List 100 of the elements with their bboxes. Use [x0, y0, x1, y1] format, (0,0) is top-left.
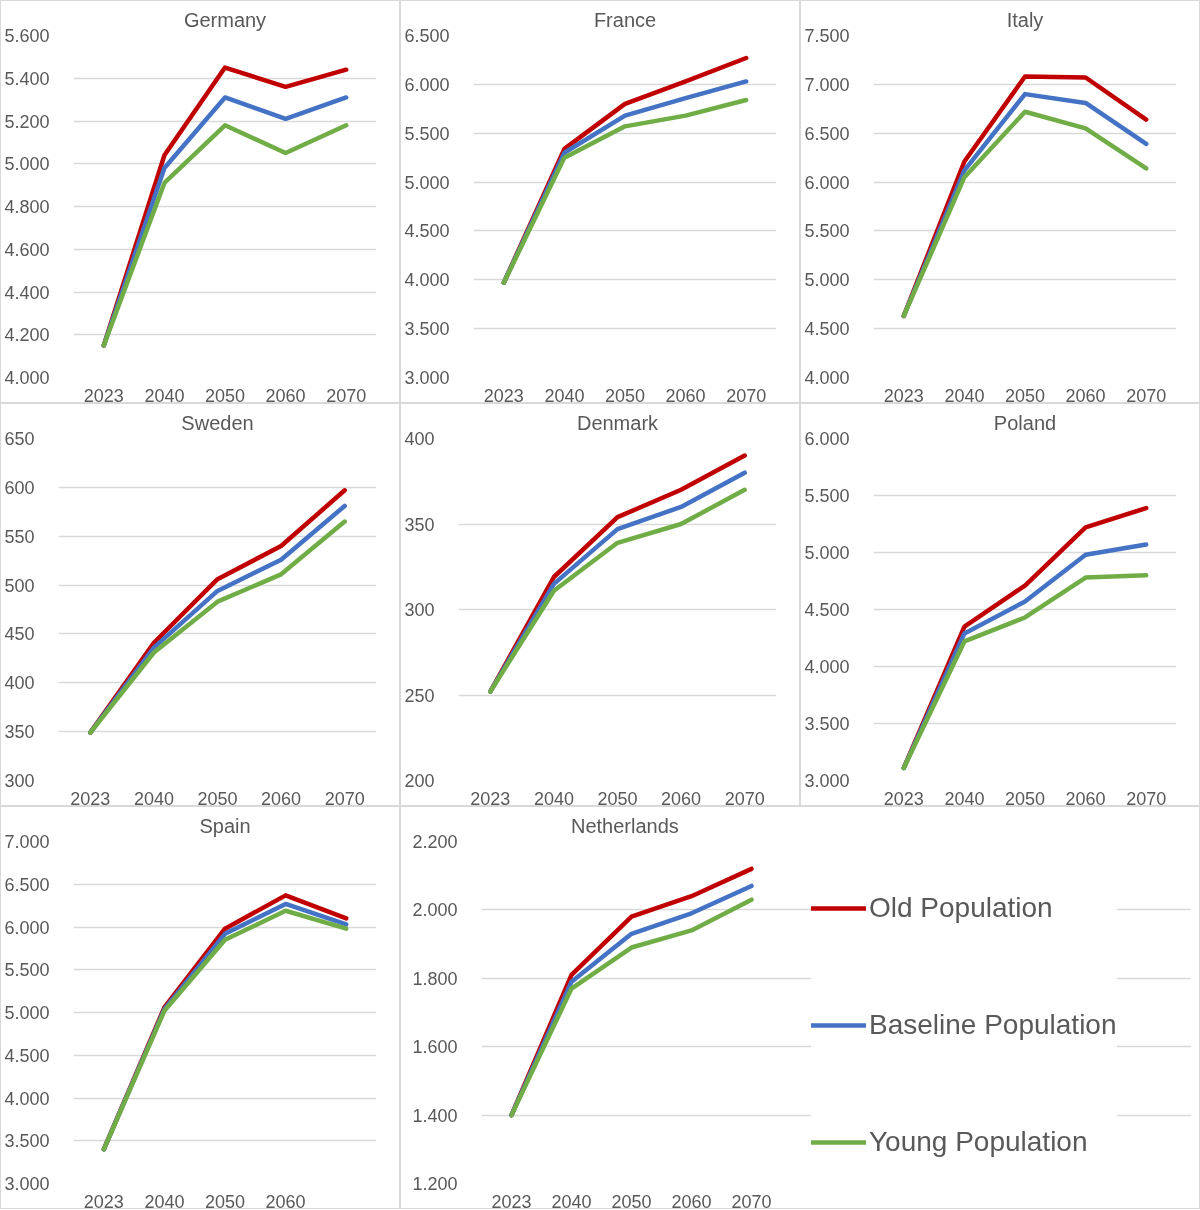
x-tick-label: 2023: [83, 385, 124, 406]
x-tick-label: 2060: [265, 385, 306, 406]
y-tick-label: 5.000: [404, 172, 450, 193]
y-tick-label: 4.400: [4, 282, 50, 303]
y-tick-label: 3.000: [404, 368, 450, 388]
y-tick-label: 6.000: [404, 74, 450, 95]
x-tick-label: 2040: [544, 385, 585, 406]
y-tick-label: 6.500: [4, 874, 50, 895]
x-tick-label: 2050: [604, 385, 646, 406]
y-tick-label: 1.800: [412, 968, 458, 989]
x-tick-label: 2060: [265, 1191, 306, 1210]
x-tick-label: 2050: [204, 385, 246, 406]
y-tick-label: 5.500: [404, 123, 450, 144]
y-tick-label: 4.500: [804, 600, 850, 620]
y-tick-label: 5.500: [804, 221, 850, 242]
x-tick-label: 2060: [661, 788, 702, 809]
y-tick-label: 6.500: [804, 123, 850, 144]
chart-title: France: [593, 8, 657, 31]
y-tick-label: 2.000: [412, 900, 458, 921]
y-tick-label: 3.500: [4, 1131, 50, 1152]
x-tick-label: 2050: [1004, 788, 1046, 809]
y-tick-label: 600: [4, 477, 35, 498]
x-tick-label: 2023: [470, 788, 511, 809]
y-tick-label: 6.000: [804, 172, 850, 193]
x-tick-label: 2040: [944, 788, 985, 809]
chart-title: Netherlands: [571, 814, 679, 837]
y-tick-label: 5.200: [4, 111, 50, 132]
y-tick-label: 4.600: [4, 239, 50, 260]
x-tick-label: 2040: [533, 788, 574, 809]
y-tick-label: 350: [4, 722, 35, 743]
x-tick-label: 2060: [671, 1191, 712, 1210]
y-tick-label: 250: [404, 685, 435, 706]
x-tick-label: 2040: [133, 788, 174, 809]
x-tick-label: 2040: [551, 1191, 592, 1210]
y-tick-label: 1.200: [412, 1174, 458, 1194]
y-tick-label: 4.000: [4, 1088, 50, 1109]
y-tick-label: 5.000: [804, 543, 850, 563]
x-tick-label: 2060: [261, 788, 302, 809]
x-tick-label: 2050: [197, 788, 238, 809]
x-tick-label: 2070: [724, 788, 765, 809]
y-tick-label: 500: [4, 575, 35, 596]
y-tick-label: 400: [404, 429, 435, 449]
y-tick-label: 4.000: [4, 368, 50, 388]
y-tick-label: 7.000: [4, 832, 50, 852]
y-tick-label: 2.200: [412, 832, 458, 852]
y-tick-label: 5.500: [804, 486, 850, 506]
chart-title: Sweden: [181, 411, 254, 434]
y-tick-label: 4.000: [804, 657, 850, 677]
x-tick-label: 2050: [611, 1191, 652, 1210]
y-tick-label: 650: [4, 429, 35, 449]
y-tick-label: 4.000: [404, 270, 450, 291]
x-tick-label: 2023: [70, 788, 111, 809]
chart-title: Italy: [1006, 8, 1044, 31]
y-tick-label: 7.500: [804, 26, 850, 46]
y-tick-label: 200: [404, 771, 435, 791]
legend-label: Young Population: [869, 1126, 1088, 1158]
y-tick-label: 5.500: [4, 960, 50, 981]
y-tick-label: 450: [4, 624, 35, 645]
y-tick-label: 1.400: [412, 1105, 458, 1126]
x-tick-label: 2040: [144, 385, 185, 406]
x-tick-label: 2040: [944, 385, 985, 406]
y-tick-label: 7.000: [804, 74, 850, 95]
x-tick-label: 2023: [491, 1191, 532, 1210]
x-tick-label: 2070: [1126, 788, 1167, 809]
y-tick-label: 300: [4, 771, 35, 791]
x-tick-label: 2023: [83, 1191, 124, 1210]
y-tick-label: 6.000: [804, 429, 850, 449]
x-tick-label: 2040: [144, 1191, 185, 1210]
y-tick-label: 3.500: [404, 319, 450, 340]
x-tick-label: 2050: [597, 788, 638, 809]
y-tick-label: 300: [404, 600, 435, 620]
x-tick-label: 2070: [731, 1191, 772, 1210]
x-tick-label: 2023: [883, 385, 924, 406]
y-tick-label: 1.600: [412, 1037, 458, 1058]
y-tick-label: 6.500: [404, 26, 450, 46]
y-tick-label: 5.400: [4, 68, 50, 89]
x-tick-label: 2070: [324, 788, 365, 809]
y-tick-label: 6.000: [4, 917, 50, 938]
y-tick-label: 3.500: [804, 714, 850, 734]
x-tick-label: 2050: [204, 1191, 246, 1210]
y-tick-label: 4.500: [4, 1045, 50, 1066]
x-tick-label: 2050: [1004, 385, 1046, 406]
y-tick-label: 5.000: [4, 154, 50, 175]
x-tick-label: 2023: [483, 385, 524, 406]
x-tick-label: 2070: [1126, 385, 1167, 406]
y-tick-label: 5.000: [804, 270, 850, 291]
y-tick-label: 5.000: [4, 1003, 50, 1023]
x-tick-label: 2060: [665, 385, 706, 406]
y-tick-label: 3.000: [804, 771, 850, 791]
y-tick-label: 550: [4, 526, 35, 547]
chart-title: Denmark: [576, 411, 660, 434]
y-tick-label: 4.200: [4, 325, 50, 346]
chart-title: Poland: [993, 411, 1057, 434]
y-tick-label: 4.500: [404, 221, 450, 242]
x-tick-label: 2070: [326, 385, 367, 406]
y-tick-label: 4.000: [804, 368, 850, 388]
x-tick-label: 2070: [726, 385, 767, 406]
chart-title: Spain: [199, 814, 251, 837]
legend-label: Old Population: [869, 892, 1053, 924]
chart-title: Germany: [183, 8, 267, 31]
